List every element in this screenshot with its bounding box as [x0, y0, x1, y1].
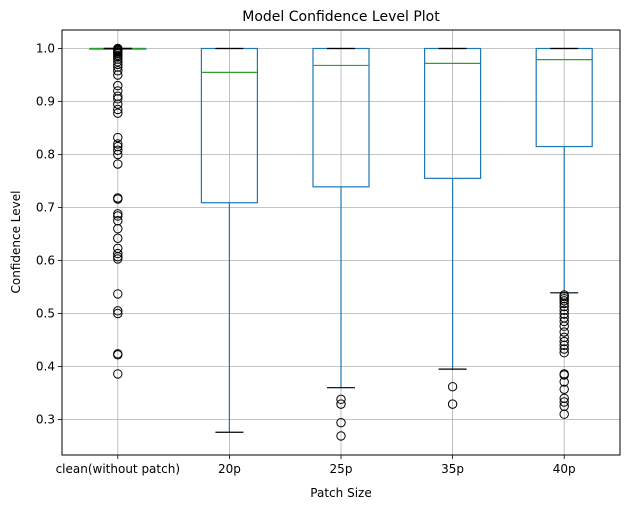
y-axis-ticks: 0.3 0.4 0.5 0.6 0.7 0.8 0.9 1.0	[36, 42, 62, 427]
box-group	[312, 47, 370, 441]
outlier-point	[559, 370, 569, 380]
chart-title: Model Confidence Level Plot	[242, 9, 440, 25]
outlier-point	[113, 159, 123, 169]
outlier-point	[113, 80, 123, 91]
outlier-point	[113, 108, 123, 118]
outlier-point	[559, 291, 569, 302]
y-axis-label: Confidence Level	[9, 191, 23, 294]
outlier-point	[559, 397, 569, 407]
outlier-point	[113, 248, 123, 259]
y-tick-label: 0.6	[36, 254, 55, 268]
outlier-point	[113, 132, 123, 143]
outlier-point	[447, 399, 458, 409]
box-plots	[89, 43, 593, 441]
outlier-point	[336, 417, 346, 428]
outlier-point	[559, 327, 569, 337]
x-tick-label: 25p	[330, 462, 353, 476]
outlier-point	[559, 321, 569, 331]
outlier-point	[113, 211, 123, 221]
outlier-point	[113, 66, 123, 76]
outlier-point	[113, 289, 123, 299]
outlier-point	[113, 233, 123, 243]
outlier-point	[559, 344, 569, 354]
box-group	[424, 47, 482, 409]
y-tick-label: 1.0	[36, 42, 55, 56]
outlier-point	[447, 381, 458, 392]
outlier-point	[113, 139, 123, 149]
outlier-point	[113, 194, 123, 204]
y-tick-label: 0.7	[36, 201, 55, 215]
outlier-point	[113, 209, 123, 219]
outlier-point	[113, 145, 123, 155]
y-tick-label: 0.8	[36, 148, 55, 162]
outlier-point	[113, 369, 123, 379]
outlier-point	[559, 384, 569, 394]
y-tick-label: 0.9	[36, 95, 55, 109]
outlier-point	[559, 316, 569, 327]
x-axis-ticks: clean(without patch) 20p 25p 35p 40p	[56, 455, 576, 476]
outlier-point	[113, 52, 123, 62]
outlier-point	[113, 306, 123, 316]
outlier-point	[336, 394, 346, 405]
x-axis-label: Patch Size	[310, 486, 371, 500]
outlier-point	[559, 377, 569, 387]
outlier-point	[336, 431, 346, 441]
outlier-point	[113, 94, 123, 104]
outlier-point	[113, 104, 123, 115]
outlier-point	[113, 252, 123, 262]
outlier-point	[559, 309, 569, 319]
x-tick-label: clean(without patch)	[56, 462, 180, 476]
outlier-point	[113, 99, 123, 109]
outlier-point	[336, 399, 346, 409]
outlier-point	[113, 350, 123, 360]
x-tick-label: 35p	[441, 462, 464, 476]
outlier-point	[559, 298, 569, 309]
box-group	[200, 47, 258, 433]
outlier-point	[559, 340, 569, 350]
outlier-point	[559, 348, 569, 358]
outlier-point	[113, 70, 123, 80]
box-group	[89, 43, 147, 379]
outlier-point	[559, 336, 569, 347]
outlier-point	[113, 59, 123, 70]
outlier-point	[559, 301, 569, 312]
outlier-point	[559, 409, 569, 419]
box-group	[535, 47, 593, 419]
x-tick-label: 20p	[218, 462, 241, 476]
y-tick-label: 0.5	[36, 307, 55, 321]
outlier-point	[113, 149, 123, 160]
y-tick-label: 0.3	[36, 413, 55, 427]
outlier-point	[113, 224, 123, 234]
outlier-point	[113, 254, 123, 264]
outlier-point	[113, 57, 123, 67]
outlier-point	[559, 305, 569, 316]
outlier-point	[559, 296, 569, 306]
x-tick-label: 40p	[553, 462, 576, 476]
outlier-point	[113, 308, 123, 319]
y-tick-label: 0.4	[36, 360, 55, 374]
